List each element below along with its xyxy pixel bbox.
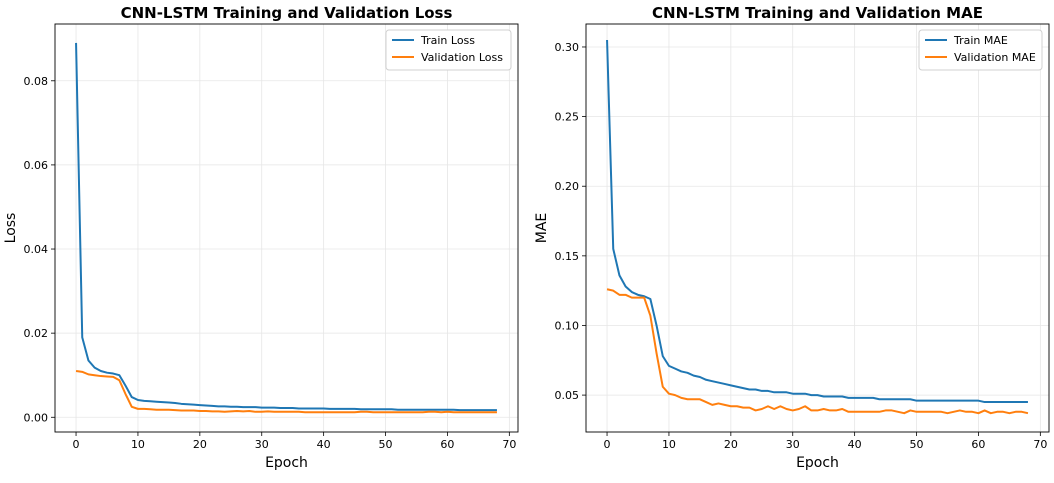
x-tick-label: 30 bbox=[255, 438, 269, 451]
x-tick-label: 20 bbox=[724, 438, 738, 451]
chart-title: CNN-LSTM Training and Validation Loss bbox=[121, 4, 453, 22]
x-tick-label: 10 bbox=[131, 438, 145, 451]
y-tick-label: 0.08 bbox=[24, 75, 49, 88]
x-tick-label: 50 bbox=[379, 438, 393, 451]
series-line-validation-mae bbox=[606, 288, 1029, 415]
legend-box bbox=[385, 29, 512, 71]
y-tick-label: 0.30 bbox=[555, 41, 580, 54]
chart-title: CNN-LSTM Training and Validation MAE bbox=[652, 4, 983, 22]
x-tick-label: 70 bbox=[502, 438, 516, 451]
legend-label: Validation MAE bbox=[954, 51, 1036, 64]
legend-label: Train MAE bbox=[953, 34, 1008, 47]
legend-label: Train Loss bbox=[420, 34, 475, 47]
chart-panel-1: 0 10 20 30 40 50 60 70 0.00 0.02 0.04 0.06 0.08 CNN-L… bbox=[3, 4, 519, 471]
x-tick-label: 10 bbox=[662, 438, 676, 451]
x-tick-label: 40 bbox=[848, 438, 862, 451]
x-tick-label: 20 bbox=[193, 438, 207, 451]
legend: Train MAE Validation MAE bbox=[918, 29, 1043, 71]
legend-box bbox=[918, 29, 1043, 71]
y-tick-label: 0.06 bbox=[24, 159, 49, 172]
y-axis-label: MAE bbox=[534, 213, 550, 244]
x-tick-label: 30 bbox=[786, 438, 800, 451]
x-tick-label: 0 bbox=[73, 438, 80, 451]
y-tick-label: 0.02 bbox=[24, 327, 49, 340]
x-tick-label: 70 bbox=[1033, 438, 1047, 451]
series-line-train-loss bbox=[75, 42, 497, 412]
x-tick-label: 50 bbox=[910, 438, 924, 451]
x-axis-label: Epoch bbox=[265, 455, 308, 471]
chart-panel-2: 0 10 20 30 40 50 60 70 0.05 0.10 0.15 0.20 0.25 0.30 C… bbox=[534, 4, 1050, 471]
plot-frame bbox=[54, 23, 519, 433]
x-tick-label: 60 bbox=[440, 438, 454, 451]
y-tick-label: 0.00 bbox=[24, 411, 49, 424]
x-axis-label: Epoch bbox=[796, 455, 839, 471]
x-tick-label: 40 bbox=[317, 438, 331, 451]
legend: Train Loss Validation Loss bbox=[385, 29, 512, 71]
y-tick-label: 0.15 bbox=[555, 250, 580, 263]
y-tick-label: 0.05 bbox=[555, 389, 580, 402]
x-tick-label: 60 bbox=[971, 438, 985, 451]
legend-label: Validation Loss bbox=[421, 51, 503, 64]
y-tick-label: 0.20 bbox=[555, 180, 580, 193]
plot-frame bbox=[585, 23, 1050, 433]
y-tick-label: 0.04 bbox=[24, 243, 49, 256]
y-axis-label: Loss bbox=[3, 213, 19, 244]
series-line-validation-loss bbox=[75, 370, 497, 414]
y-tick-label: 0.25 bbox=[555, 111, 580, 124]
series-line-train-mae bbox=[606, 39, 1028, 404]
x-tick-label: 0 bbox=[604, 438, 611, 451]
y-tick-label: 0.10 bbox=[555, 319, 580, 332]
